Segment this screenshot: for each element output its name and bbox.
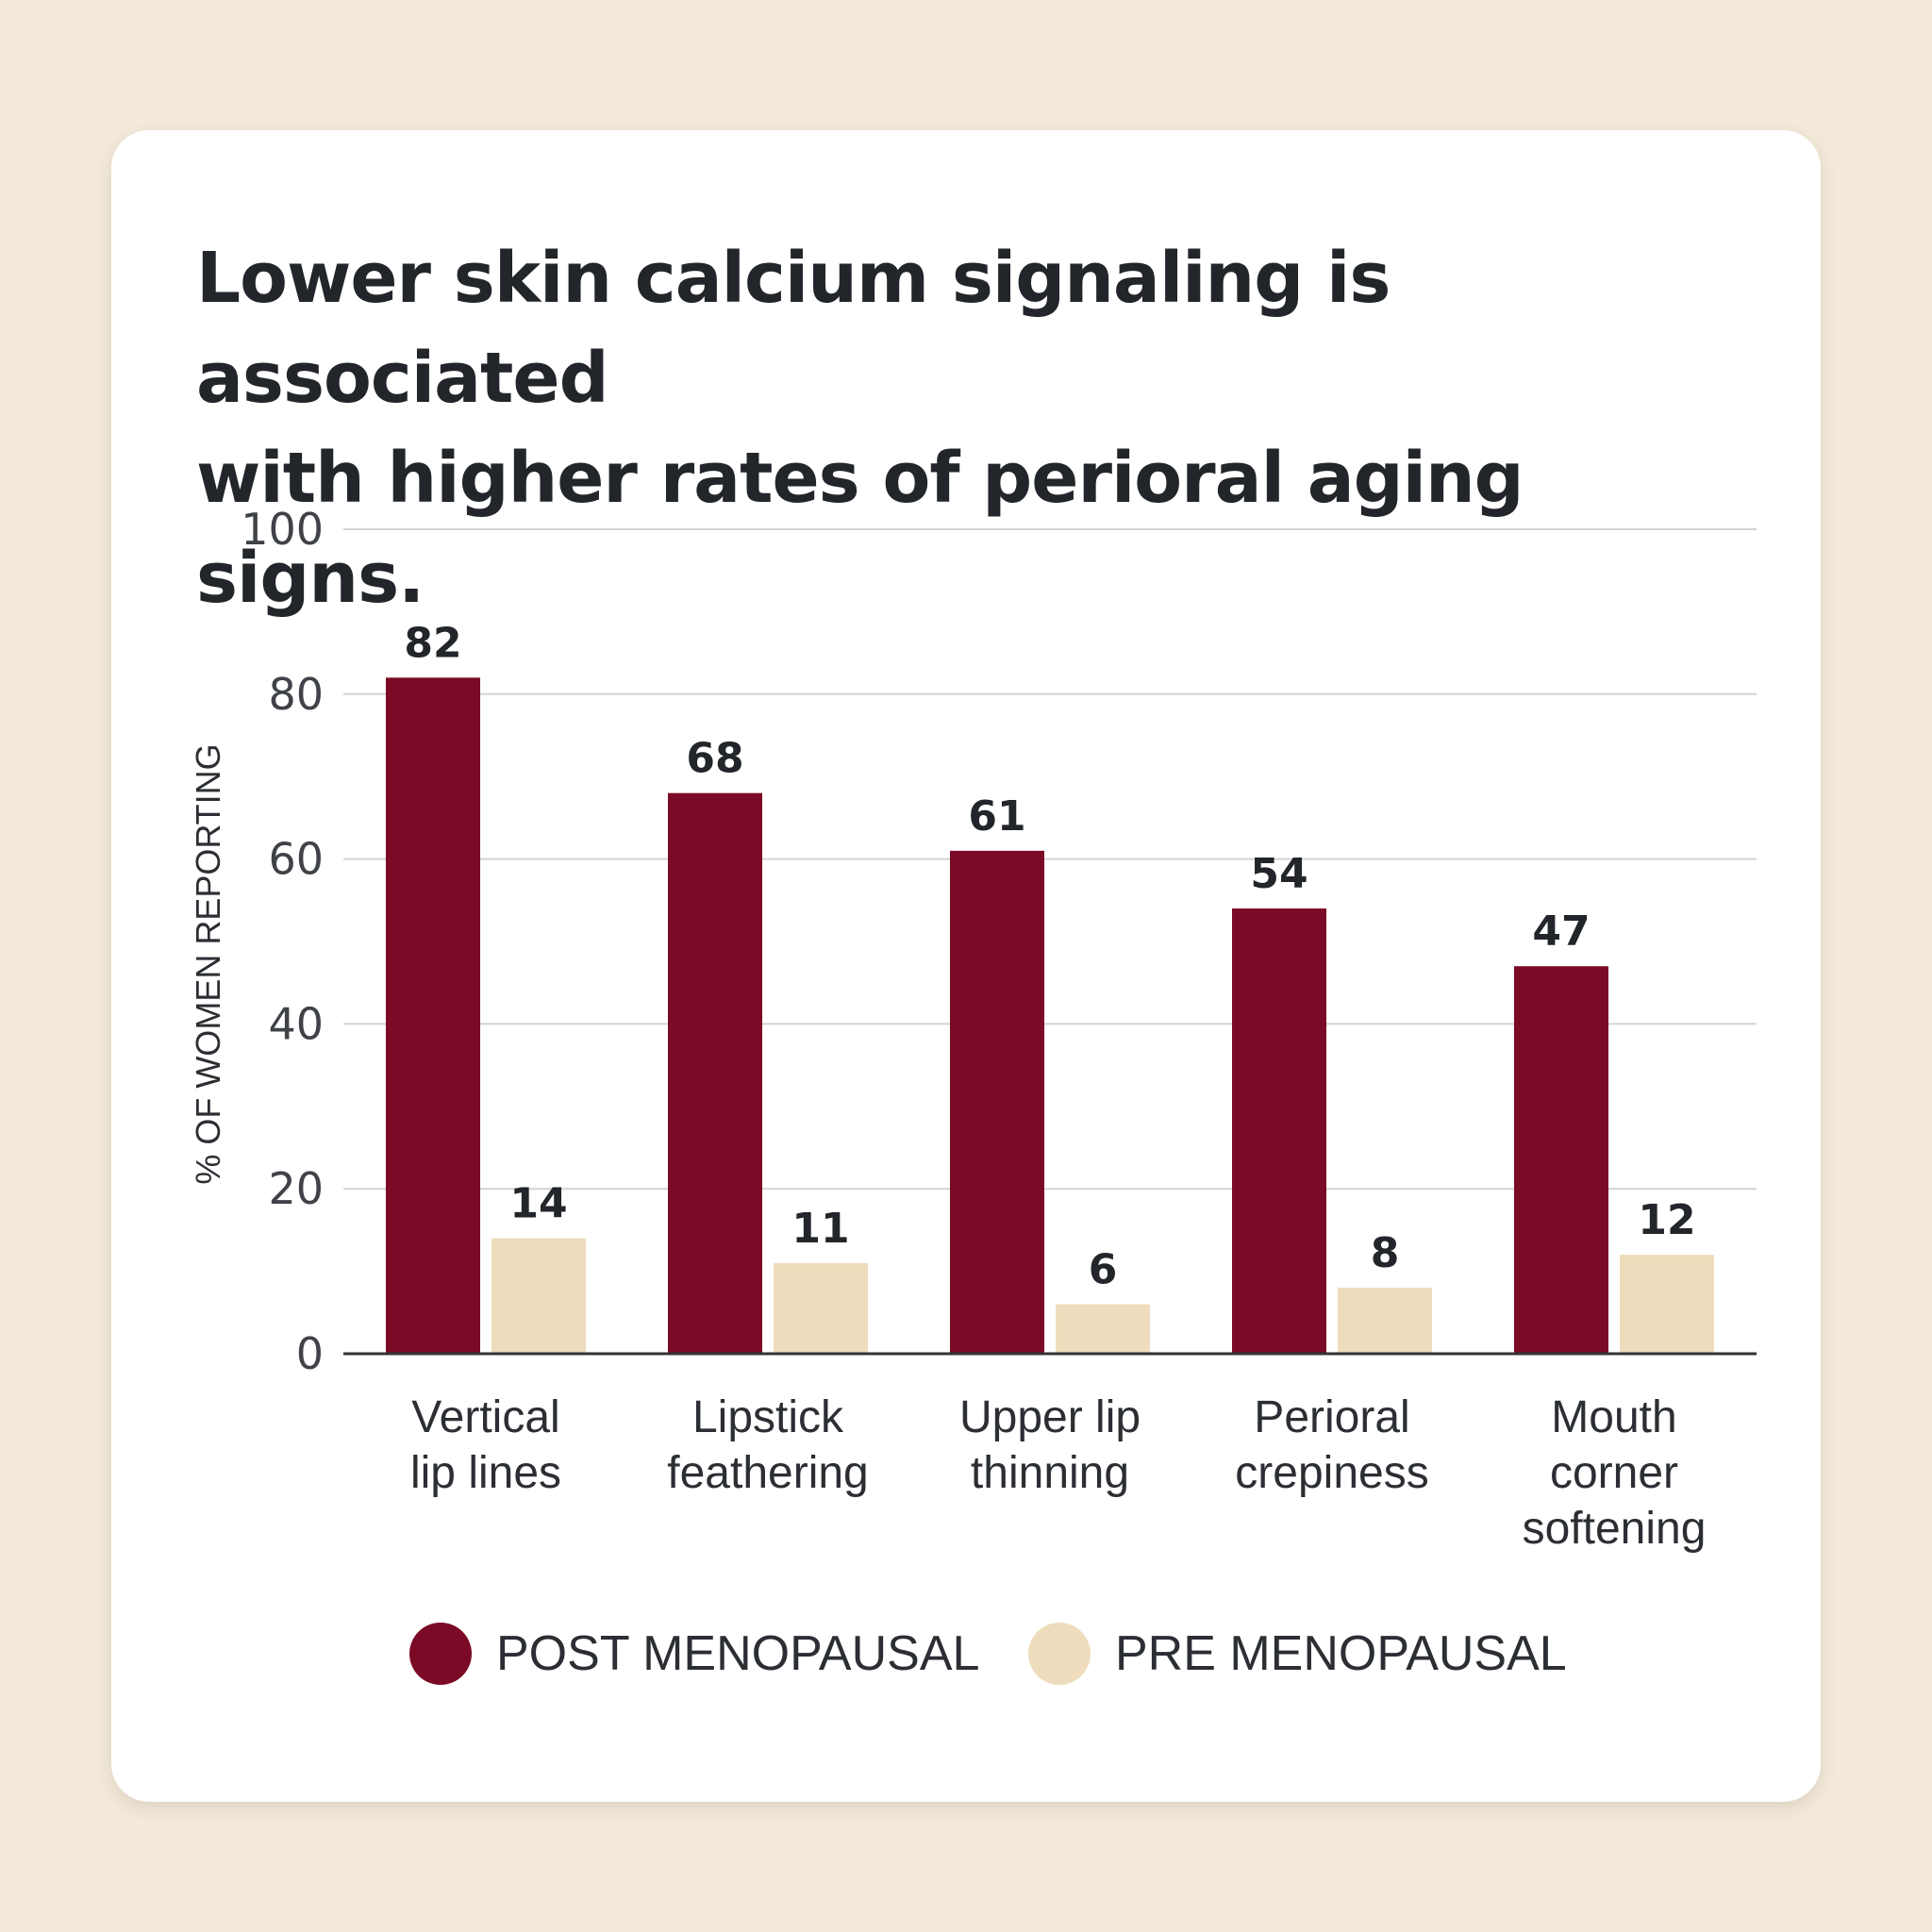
bar-pre-0 <box>491 1238 586 1354</box>
x-axis-categories: Vertical lip lines Lipstick feathering Upper… <box>410 1392 1706 1554</box>
value-label-post-3: 54 <box>1250 850 1307 898</box>
category-label-4: Mouth corner softening <box>1523 1392 1707 1554</box>
chart-title: Lower skin calcium signaling is associat… <box>196 238 1524 619</box>
bar-pre-1 <box>774 1262 868 1354</box>
bars <box>386 677 1714 1354</box>
y-tick-label-40: 40 <box>268 998 324 1049</box>
legend-swatch-pre <box>1028 1623 1091 1685</box>
value-label-post-4: 47 <box>1532 908 1590 956</box>
legend-label-post: POST MENOPAUSAL <box>496 1626 980 1681</box>
bar-post-2 <box>950 850 1044 1354</box>
bar-pre-2 <box>1056 1304 1150 1354</box>
y-axis-ticks: 0 20 40 60 80 100 <box>241 504 324 1379</box>
value-label-pre-0: 14 <box>509 1180 567 1228</box>
bar-pre-3 <box>1338 1288 1432 1354</box>
legend-item-pre: PRE MENOPAUSAL <box>1028 1621 1567 1687</box>
y-tick-label-0: 0 <box>296 1328 324 1379</box>
legend-item-post: POST MENOPAUSAL <box>409 1621 979 1687</box>
y-tick-label-60: 60 <box>268 834 324 885</box>
category-label-1: Lipstick feathering <box>667 1392 869 1498</box>
y-tick-label-100: 100 <box>241 504 324 555</box>
value-label-pre-1: 11 <box>791 1205 849 1253</box>
legend-label-pre: PRE MENOPAUSAL <box>1115 1626 1567 1681</box>
legend-swatch-post <box>409 1623 472 1685</box>
y-tick-label-80: 80 <box>268 669 324 720</box>
value-label-post-1: 68 <box>686 735 743 783</box>
value-label-post-0: 82 <box>404 619 461 667</box>
y-tick-label-20: 20 <box>268 1163 324 1214</box>
legend: POST MENOPAUSAL PRE MENOPAUSAL <box>0 1621 1932 1687</box>
category-label-2: Upper lip thinning <box>959 1392 1141 1498</box>
bar-post-1 <box>668 792 762 1354</box>
bar-post-3 <box>1232 908 1326 1354</box>
bar-post-0 <box>386 677 480 1354</box>
value-label-pre-2: 6 <box>1089 1246 1118 1294</box>
value-label-pre-4: 12 <box>1638 1196 1695 1244</box>
bar-pre-4 <box>1620 1255 1714 1354</box>
bar-post-4 <box>1514 966 1608 1354</box>
data-labels: 82 14 68 11 61 6 54 8 47 12 <box>404 619 1695 1293</box>
category-label-3: Perioral crepiness <box>1235 1392 1428 1498</box>
value-label-pre-3: 8 <box>1371 1229 1400 1277</box>
y-axis-title: % OF WOMEN REPORTING <box>189 743 227 1184</box>
value-label-post-2: 61 <box>968 792 1025 841</box>
category-label-0: Vertical lip lines <box>410 1392 561 1498</box>
